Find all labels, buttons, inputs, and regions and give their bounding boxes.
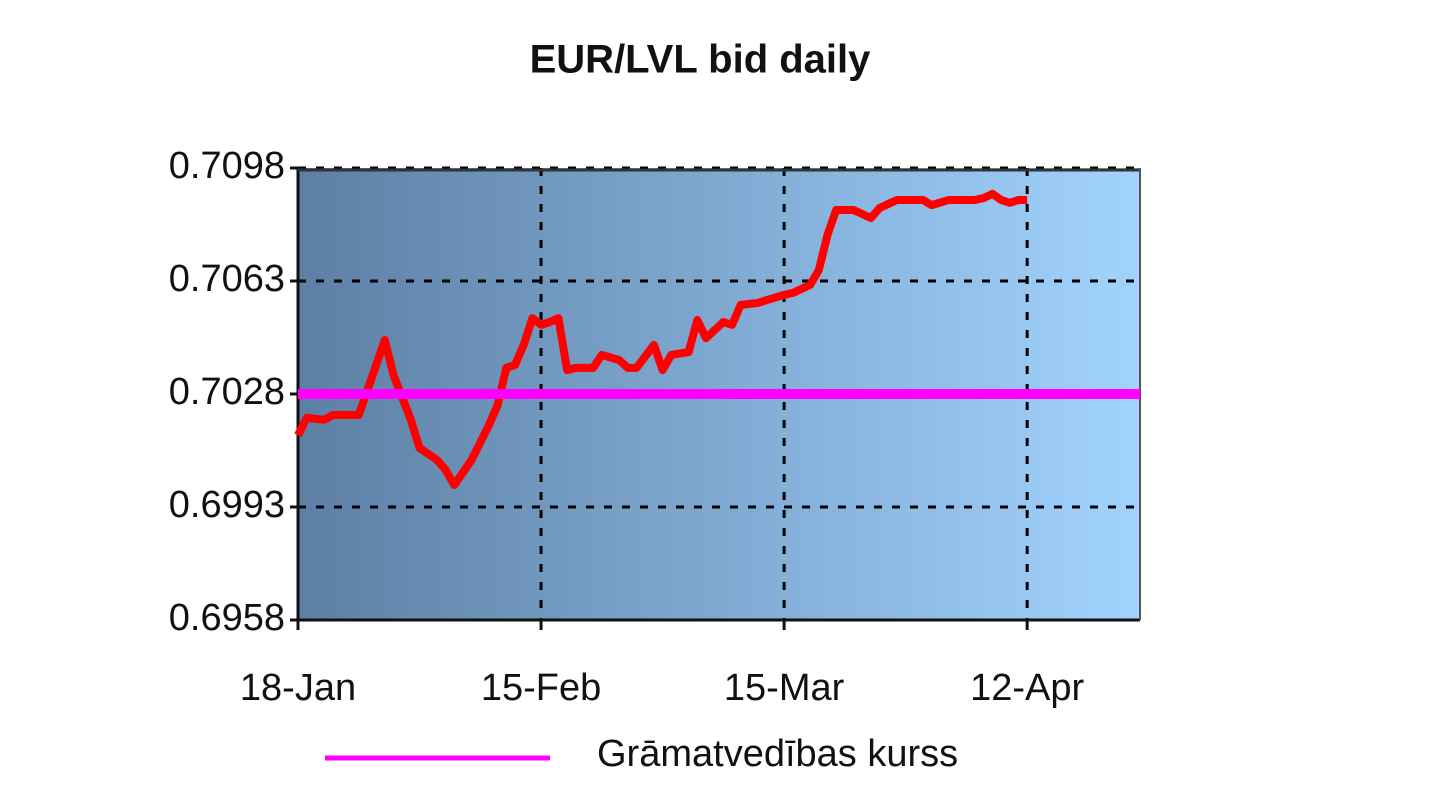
y-tick-label: 0.6993 — [169, 484, 285, 526]
chart-title: EUR/LVL bid daily — [530, 38, 872, 82]
legend-label: Grāmatvedības kurss — [597, 733, 958, 775]
y-tick-label: 0.6958 — [169, 597, 285, 639]
x-tick-label: 15-Mar — [724, 667, 845, 709]
y-tick-label: 0.7028 — [169, 371, 285, 413]
series-line — [294, 189, 1028, 490]
x-tick-label: 18-Jan — [240, 667, 356, 709]
x-tick-label: 12-Apr — [970, 667, 1084, 709]
y-tick-label: 0.7063 — [169, 258, 285, 300]
y-tick-label: 0.7098 — [169, 145, 285, 187]
x-tick-label: 15-Feb — [481, 667, 601, 709]
